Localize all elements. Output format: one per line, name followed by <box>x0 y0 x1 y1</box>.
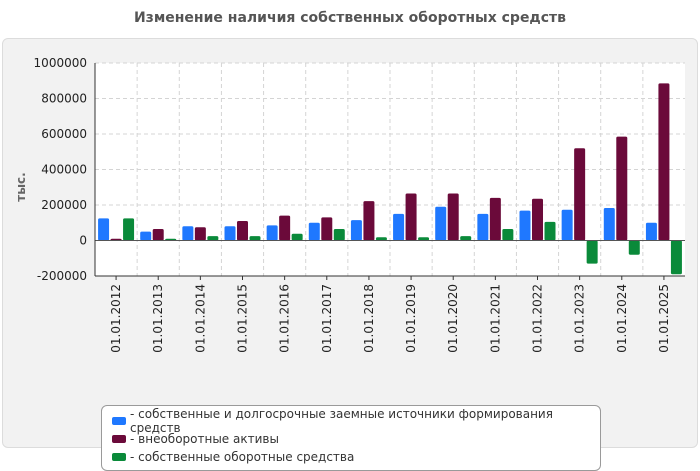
bar <box>393 213 405 241</box>
bar <box>363 201 375 241</box>
bar <box>140 231 152 241</box>
bar <box>249 236 261 241</box>
x-tick-label: 01.01.2018 <box>362 284 376 353</box>
legend-item: - собственные оборотные средства <box>112 448 600 466</box>
x-tick-label: 01.01.2017 <box>320 284 334 353</box>
bar <box>182 226 194 241</box>
bar <box>418 237 430 241</box>
legend: - собственные и долгосрочные заемные ист… <box>101 405 601 471</box>
bar <box>645 222 657 241</box>
bar <box>375 237 387 241</box>
bar <box>308 222 320 241</box>
bar <box>350 220 362 241</box>
bar <box>477 213 489 241</box>
bar <box>207 236 219 241</box>
legend-label: - собственные и долгосрочные заемные ист… <box>130 407 553 435</box>
x-tick-label: 01.01.2022 <box>531 284 545 353</box>
x-tick-label: 01.01.2020 <box>446 284 460 353</box>
bar <box>291 233 303 241</box>
legend-label: - собственные оборотные средства <box>130 450 355 464</box>
legend-item: - внеоборотные активы <box>112 430 600 448</box>
bar <box>544 221 556 241</box>
bar <box>460 236 472 241</box>
bar <box>502 228 514 241</box>
legend-label: - внеоборотные активы <box>130 432 279 446</box>
y-tick-label: 800000 <box>41 92 87 106</box>
y-tick-label: 200000 <box>41 198 87 212</box>
legend-swatch <box>112 417 126 425</box>
bar <box>435 206 447 241</box>
legend-item: - собственные и долгосрочные заемные ист… <box>112 407 600 435</box>
bar <box>519 210 531 241</box>
bar <box>237 220 248 241</box>
x-tick-label: 01.01.2019 <box>404 284 418 353</box>
legend-swatch <box>112 453 126 461</box>
y-tick-label: -200000 <box>37 269 87 283</box>
bar <box>405 193 417 241</box>
bar <box>670 240 682 275</box>
x-tick-label: 01.01.2013 <box>151 284 165 353</box>
y-axis-label: тыс. <box>14 172 28 201</box>
bar <box>279 215 291 241</box>
bar <box>333 228 345 241</box>
y-tick-label: 400000 <box>41 163 87 177</box>
bar <box>616 136 628 241</box>
bar-chart: -200000 0 200000 400000 600000 800000 1000000 0… <box>14 56 685 353</box>
x-tick-label: 01.01.2023 <box>573 284 587 353</box>
bar <box>489 197 501 241</box>
chart-panel: -200000 0 200000 400000 600000 800000 1000000 0… <box>2 38 698 471</box>
bar <box>266 225 278 241</box>
x-tick-label: 01.01.2016 <box>278 284 292 353</box>
bar <box>447 193 459 241</box>
bar <box>194 227 206 241</box>
x-tick-label: 01.01.2015 <box>236 284 250 353</box>
bar <box>561 209 573 241</box>
chart-title: Изменение наличия собственных оборотных … <box>133 10 567 26</box>
bar <box>123 218 135 241</box>
legend-swatch <box>112 435 126 443</box>
bar <box>603 208 615 241</box>
y-tick-label: 1000000 <box>34 56 87 70</box>
x-tick-label: 01.01.2025 <box>657 284 671 353</box>
bar <box>152 228 164 241</box>
bar <box>98 218 110 241</box>
bar <box>658 83 670 241</box>
bar <box>586 240 598 264</box>
y-tick-label: 0 <box>79 234 87 248</box>
x-tick-label: 01.01.2014 <box>193 284 207 353</box>
x-tick-label: 01.01.2012 <box>109 284 123 353</box>
bar <box>532 198 543 241</box>
x-tick-label: 01.01.2024 <box>615 284 629 353</box>
bar <box>224 226 236 241</box>
bar <box>628 240 640 255</box>
x-tick-label: 01.01.2021 <box>488 284 502 353</box>
bar <box>574 148 586 241</box>
y-tick-label: 600000 <box>41 127 87 141</box>
bar <box>321 217 333 241</box>
